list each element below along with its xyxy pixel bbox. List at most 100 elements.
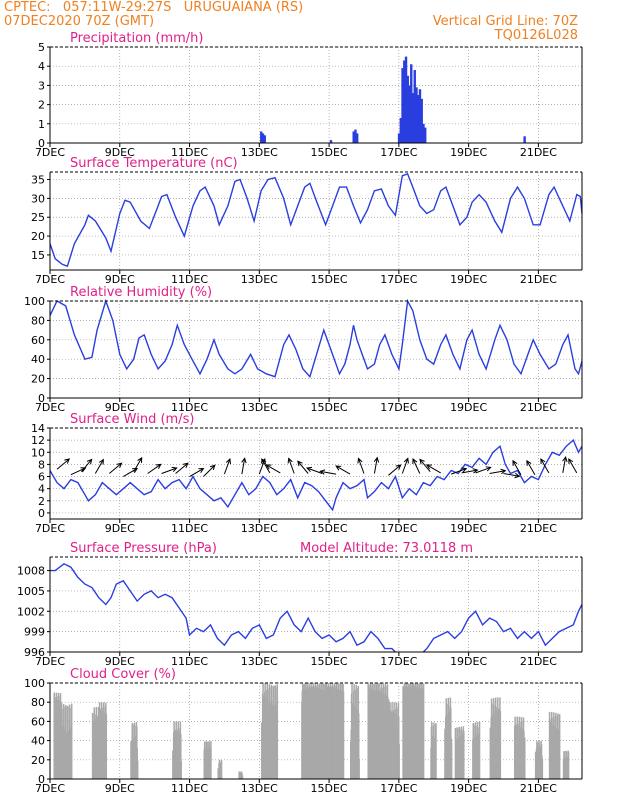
wind-arrow-head (403, 457, 409, 464)
precip-bar (422, 123, 425, 143)
x-tick-label: 13DEC (241, 522, 278, 535)
x-tick-label: 9DEC (105, 401, 135, 414)
x-tick-label: 7DEC (35, 522, 65, 535)
x-tick-label: 9DEC (105, 146, 135, 159)
cloud-bar (523, 730, 525, 779)
cloud-bar (431, 735, 434, 779)
panel-title: Surface Pressure (hPa) (70, 541, 217, 556)
cloud-bar (210, 741, 212, 779)
header-model-code: TQ0126L028 (494, 28, 578, 43)
wind-arrow (373, 457, 378, 474)
y-tick-label: 5 (38, 41, 45, 54)
x-tick-label: 7DEC (35, 146, 65, 159)
cloud-bar (557, 730, 560, 779)
x-tick-label: 11DEC (171, 782, 208, 795)
precip-bar (404, 56, 408, 143)
cloud-bar (67, 735, 70, 779)
panel-cloud (47, 682, 583, 783)
panel-title: Surface Temperature (nC) (70, 156, 238, 171)
x-tick-label: 11DEC (171, 146, 208, 159)
cloud-bar (435, 723, 437, 779)
cloud-bar (463, 731, 465, 779)
cloud-bar (132, 743, 134, 779)
x-tick-label: 7DEC (35, 401, 65, 414)
wind-arrow (288, 458, 295, 474)
cloud-bar (478, 721, 481, 779)
y-tick-label: 20 (31, 373, 45, 386)
wind-arrow (426, 464, 441, 474)
x-tick-label: 9DEC (105, 782, 135, 795)
cloud-bar (61, 725, 63, 779)
cloud-bar (524, 737, 526, 779)
cloud-bar (353, 706, 356, 779)
x-tick-label: 17DEC (380, 522, 417, 535)
precip-bar (397, 133, 401, 143)
wind-arrow (258, 458, 266, 475)
y-tick-label: 2 (38, 495, 45, 508)
wind-arrow (388, 464, 401, 476)
wind-arrow (175, 462, 189, 474)
x-tick-label: 21DEC (520, 146, 557, 159)
precip-bar (403, 60, 406, 143)
x-tick-label: 7DEC (35, 782, 65, 795)
wind-arrow (133, 457, 143, 472)
x-tick-label: 19DEC (450, 655, 487, 668)
wind-arrow-head (225, 458, 232, 465)
wind-arrow-head (472, 468, 479, 474)
wind-arrow (261, 458, 271, 474)
wind-arrow-head (357, 457, 363, 464)
precip-bar (410, 64, 413, 143)
precip-bar (418, 89, 422, 143)
wind-arrow (161, 467, 177, 474)
precip-bar (329, 140, 333, 143)
x-tick-label: 17DEC (380, 655, 417, 668)
cloud-bar (358, 758, 360, 779)
cloud-bar (276, 684, 279, 779)
wind-arrow-head (306, 466, 313, 473)
wind-arrow-head (512, 459, 518, 466)
wind-arrow-head (485, 466, 492, 472)
x-tick-label: 17DEC (380, 401, 417, 414)
panel-title: Surface Wind (m/s) (70, 412, 194, 427)
cloud-bar (351, 703, 354, 779)
x-tick-label: 9DEC (105, 522, 135, 535)
x-tick-label: 19DEC (450, 273, 487, 286)
precip-bar (263, 135, 266, 143)
x-tick-label: 11DEC (171, 655, 208, 668)
x-tick-label: 17DEC (380, 146, 417, 159)
wind-arrow (223, 458, 231, 475)
y-tick-label: 3 (38, 79, 45, 92)
x-tick-label: 13DEC (241, 655, 278, 668)
cloud-bar (355, 709, 358, 779)
rh-line (49, 298, 583, 379)
x-tick-label: 15DEC (311, 782, 348, 795)
panel-precip (47, 46, 583, 147)
cloud-bar (342, 691, 345, 779)
wind-arrow (412, 458, 421, 474)
y-tick-label: 60 (31, 334, 45, 347)
x-tick-label: 13DEC (241, 401, 278, 414)
cloud-bar (180, 734, 182, 779)
y-tick-label: 8 (38, 458, 45, 471)
wind-arrow (526, 460, 536, 475)
wind-arrow-head (319, 469, 326, 475)
y-tick-label: 0 (38, 137, 45, 150)
cloud-bar (450, 742, 453, 779)
y-tick-label: 30 (31, 192, 45, 205)
wind-arrow (94, 459, 104, 474)
cloud-bar (541, 758, 544, 779)
y-tick-label: 999 (24, 626, 45, 639)
wind-arrow-head (297, 460, 303, 467)
temp-line (49, 173, 583, 268)
wind-arrow (503, 473, 520, 477)
cloud-bar (220, 759, 223, 779)
wind-arrow (358, 458, 365, 474)
pressure-line (50, 562, 396, 653)
precip-bar (411, 93, 415, 143)
wind-arrow-head (116, 462, 123, 469)
cloud-bar (65, 732, 67, 779)
panel-note: Model Altitude: 73.0118 m (300, 541, 473, 556)
wind-arrow (335, 465, 351, 475)
header-grid-line: Vertical Grid Line: 70Z (432, 14, 578, 29)
wind-arrow-head (265, 464, 272, 470)
